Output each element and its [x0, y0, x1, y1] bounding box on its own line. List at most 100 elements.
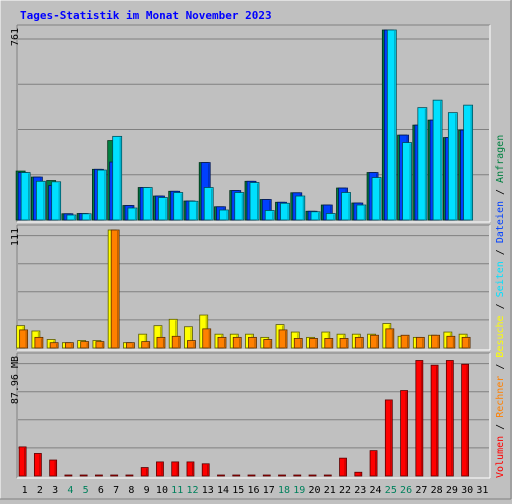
bar-middle-rechner-day-24 [370, 334, 379, 349]
bar-lower-volumen-day-3 [49, 459, 58, 477]
bar-upper-seiten-day-1 [20, 172, 31, 221]
bar-lower-volumen-day-28 [430, 364, 439, 477]
panel-middle-background [17, 225, 490, 350]
bar-middle-rechner-day-3 [49, 342, 59, 349]
legend-separator: / [495, 183, 506, 201]
panel-middle: 111 [10, 224, 491, 351]
bar-upper-seiten-day-15 [234, 192, 245, 221]
bar-middle-rechner-day-13 [202, 328, 212, 349]
bar-middle-rechner-day-10 [156, 336, 166, 349]
x-tick-label-day-31: 31 [476, 485, 488, 496]
x-tick-label-day-25: 25 [385, 485, 397, 496]
bar-middle-rechner-day-14 [217, 336, 227, 349]
bar-middle-rechner-day-28 [431, 334, 440, 349]
bar-lower-volumen-day-8 [125, 474, 134, 477]
x-tick-label-day-17: 17 [263, 485, 275, 496]
x-tick-label-day-5: 5 [83, 485, 89, 496]
x-tick-label-day-27: 27 [415, 485, 427, 496]
chart-panels: 761 111 87.96 MB [10, 24, 491, 479]
bar-lower-volumen-day-10 [156, 461, 164, 477]
x-tick-label-day-16: 16 [247, 485, 259, 496]
bar-upper-seiten-day-10 [158, 197, 168, 221]
legend-separator: / [495, 418, 506, 436]
bar-upper-seiten-day-19 [295, 195, 306, 221]
bar-middle-rechner-day-1 [19, 329, 29, 349]
bar-middle-rechner-day-27 [415, 336, 425, 349]
bar-upper-seiten-day-21 [325, 213, 336, 221]
bar-middle-rechner-day-12 [187, 340, 196, 349]
bar-upper-seiten-day-25 [386, 29, 397, 221]
bar-upper-seiten-day-30 [463, 104, 474, 221]
legend-separator: / [495, 243, 506, 261]
bar-middle-rechner-day-5 [80, 341, 90, 349]
bar-middle-rechner-day-21 [324, 338, 334, 349]
bar-lower-volumen-day-17 [262, 474, 271, 477]
x-tick-label-day-2: 2 [37, 485, 43, 496]
bar-lower-volumen-day-21 [323, 474, 332, 477]
bar-lower-volumen-day-13 [201, 463, 210, 477]
x-axis-day-labels: 1 2 3 4 5 6 7 8 9 10 11 12 13 14 15 16 17 18 19 20 21 22 23 24 2… [22, 485, 489, 496]
bar-middle-rechner-day-25 [385, 328, 395, 349]
x-tick-label-day-14: 14 [217, 485, 229, 496]
panel-middle-max-label: 111 [10, 228, 21, 246]
bar-upper-seiten-day-16 [249, 182, 260, 221]
bar-upper-seiten-day-29 [447, 112, 458, 221]
bar-lower-volumen-day-25 [384, 399, 393, 477]
bar-upper-seiten-day-17 [264, 210, 275, 221]
bar-middle-rechner-day-11 [171, 335, 181, 349]
bar-upper-seiten-day-6 [97, 169, 107, 221]
panel-lower-max-label: 87.96 MB [10, 356, 21, 404]
x-tick-label-day-18: 18 [278, 485, 290, 496]
x-tick-label-day-13: 13 [202, 485, 214, 496]
bar-lower-volumen-day-11 [171, 461, 180, 477]
legend-text: Volumen / Rechner / Besuche / Seiten / D… [495, 135, 506, 478]
bar-lower-volumen-day-5 [79, 474, 88, 477]
bar-lower-volumen-day-1 [18, 446, 27, 477]
bar-upper-seiten-day-4 [66, 214, 77, 221]
bar-upper-seiten-day-22 [341, 192, 351, 221]
bar-upper-seiten-day-23 [356, 204, 367, 221]
x-tick-label-day-15: 15 [232, 485, 244, 496]
x-tick-label-day-29: 29 [446, 485, 458, 496]
bar-lower-volumen-day-6 [95, 474, 103, 477]
chart-legend: Volumen / Rechner / Besuche / Seiten / D… [495, 135, 506, 478]
x-tick-label-day-4: 4 [67, 485, 73, 496]
bar-lower-volumen-day-2 [33, 453, 42, 477]
bar-middle-rechner-day-29 [446, 335, 456, 349]
x-tick-label-day-8: 8 [128, 485, 134, 496]
bar-lower-volumen-day-4 [64, 474, 73, 477]
bar-upper-seiten-day-9 [142, 187, 153, 221]
legend-item-rechner: Rechner [495, 376, 506, 418]
bar-upper-seiten-day-3 [51, 181, 62, 221]
bar-lower-volumen-day-9 [140, 467, 149, 477]
x-tick-label-day-6: 6 [98, 485, 104, 496]
x-tick-label-day-19: 19 [293, 485, 305, 496]
bar-upper-seiten-day-8 [127, 207, 138, 221]
x-tick-label-day-22: 22 [339, 485, 351, 496]
bar-middle-rechner-day-15 [232, 336, 242, 349]
bar-upper-seiten-day-27 [417, 107, 428, 221]
bar-lower-volumen-day-12 [186, 461, 195, 477]
panel-upper-max-label: 761 [10, 28, 21, 46]
bar-lower-volumen-day-29 [445, 360, 454, 477]
bar-middle-rechner-day-19 [293, 338, 303, 349]
bar-upper-seiten-day-13 [203, 187, 214, 221]
bar-lower-volumen-day-14 [217, 474, 225, 477]
bar-upper-seiten-day-5 [81, 213, 92, 221]
legend-item-seiten: Seiten [495, 261, 506, 297]
x-tick-label-day-28: 28 [431, 485, 443, 496]
bar-middle-rechner-day-26 [400, 334, 410, 349]
bar-upper-seiten-day-7 [112, 135, 123, 221]
bar-upper-seiten-day-12 [188, 200, 199, 221]
bar-lower-volumen-day-19 [293, 474, 302, 477]
x-tick-label-day-7: 7 [113, 485, 119, 496]
bar-lower-volumen-day-22 [339, 457, 347, 477]
bar-middle-rechner-day-8 [126, 342, 135, 349]
bar-upper-seiten-day-14 [219, 209, 229, 221]
bar-upper-seiten-day-2 [35, 180, 46, 221]
x-tick-label-day-20: 20 [309, 485, 321, 496]
bar-upper-seiten-day-26 [402, 142, 412, 221]
bar-upper-seiten-day-28 [432, 99, 443, 221]
